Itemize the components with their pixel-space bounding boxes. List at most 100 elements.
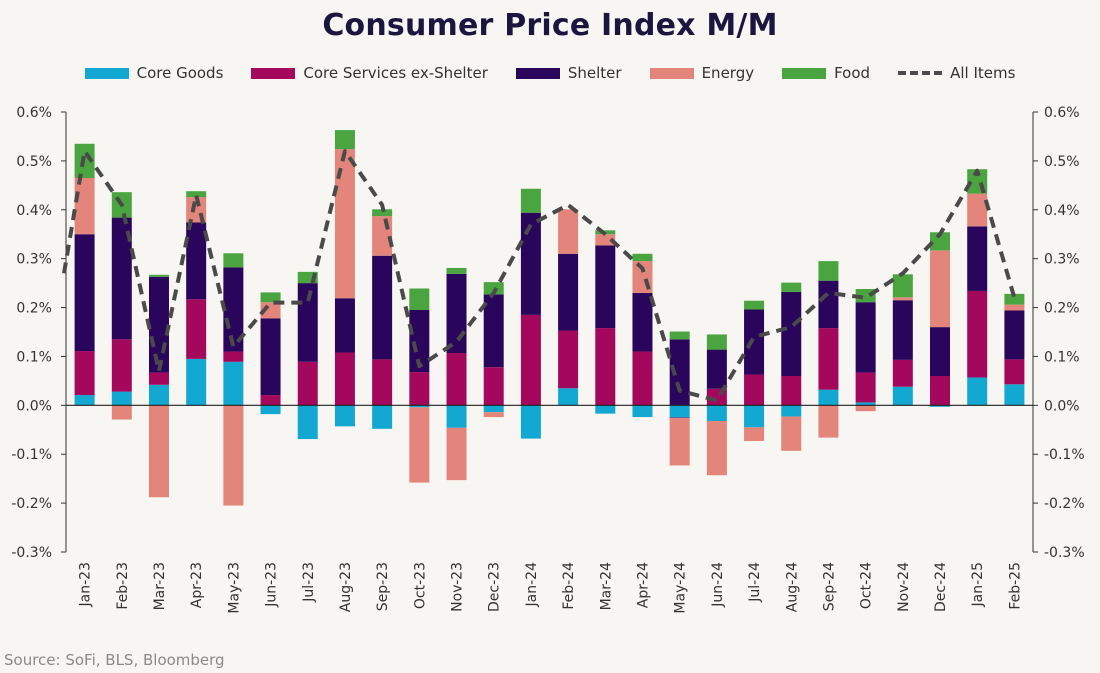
bar-core-goods: [855, 402, 876, 406]
bar-shelter: [260, 318, 281, 396]
bar-shelter: [595, 245, 616, 329]
x-tick-label: Sep-24: [821, 562, 837, 611]
bar-shelter: [967, 226, 988, 291]
bar-core-goods: [260, 405, 281, 415]
bar-shelter: [446, 273, 467, 354]
x-tick-label: Jan-24: [524, 562, 540, 608]
x-tick-label: Aug-24: [784, 562, 800, 612]
legend-swatch: [782, 67, 827, 79]
y-tick-label-right: 0.0%: [1044, 398, 1080, 414]
bar-core-goods: [186, 358, 207, 406]
bar-shelter: [483, 294, 504, 368]
bar-food: [372, 209, 393, 217]
x-tick-label: Jul-24: [747, 562, 763, 603]
bar-energy: [409, 407, 430, 483]
bar-food: [669, 331, 690, 340]
bar-shelter: [781, 291, 802, 376]
bar-shelter: [223, 267, 244, 352]
bar-core-services-ex-shelter: [855, 372, 876, 403]
y-tick-label-right: 0.6%: [1044, 105, 1080, 121]
legend-swatch: [515, 67, 560, 79]
legend-item-core-goods: Core Goods: [84, 64, 223, 82]
bar-core-services-ex-shelter: [483, 367, 504, 406]
bar-core-services-ex-shelter: [297, 361, 318, 406]
bar-shelter: [186, 222, 207, 300]
bar-food: [446, 267, 467, 274]
bar-food: [334, 130, 355, 150]
bar-shelter: [558, 253, 579, 331]
bar-food: [1004, 293, 1025, 305]
legend-label: Core Services ex-Shelter: [303, 64, 488, 82]
bar-core-services-ex-shelter: [1004, 359, 1025, 385]
bar-core-goods: [706, 405, 727, 421]
legend-label: Energy: [701, 64, 755, 82]
y-tick-label-right: -0.3%: [1044, 545, 1085, 561]
bar-core-goods: [74, 395, 95, 406]
bar-shelter: [818, 280, 839, 329]
bar-food: [260, 292, 281, 303]
bar-shelter: [930, 327, 951, 376]
bar-energy: [744, 427, 765, 442]
bar-shelter: [892, 300, 913, 360]
bar-shelter: [632, 292, 653, 352]
x-tick-label: Feb-25: [1007, 562, 1023, 610]
bar-food: [297, 271, 318, 284]
bar-energy: [558, 209, 579, 254]
x-tick-label: Feb-23: [115, 562, 131, 610]
bar-energy: [967, 193, 988, 227]
x-tick-label: Jan-23: [78, 562, 94, 607]
bar-energy: [334, 149, 355, 299]
x-tick-label: Sep-23: [375, 562, 391, 611]
x-tick-label: Apr-24: [635, 562, 651, 608]
bar-shelter: [372, 255, 393, 360]
legend-label: All Items: [950, 64, 1016, 82]
bar-core-goods: [372, 405, 393, 429]
y-tick-label-right: 0.2%: [1044, 301, 1080, 317]
bar-core-services-ex-shelter: [372, 359, 393, 406]
bar-core-services-ex-shelter: [520, 314, 541, 406]
chart-title: Consumer Price Index M/M: [322, 8, 778, 43]
bar-core-goods: [744, 405, 765, 428]
x-tick-label: Jul-23: [301, 562, 317, 603]
bar-core-goods: [334, 405, 355, 427]
bar-food: [186, 191, 207, 198]
bar-core-goods: [446, 405, 467, 428]
bar-core-goods: [1004, 384, 1025, 406]
bar-core-goods: [520, 405, 541, 439]
y-tick-label-left: 0.6%: [16, 105, 52, 121]
bar-energy: [669, 418, 690, 466]
bar-core-goods: [818, 389, 839, 406]
x-tick-label: Oct-23: [412, 562, 428, 609]
y-tick-label-right: -0.2%: [1044, 496, 1085, 512]
legend-swatch: [898, 71, 943, 75]
bar-core-services-ex-shelter: [967, 290, 988, 378]
bar-shelter: [74, 234, 95, 352]
bar-core-services-ex-shelter: [260, 395, 281, 406]
bar-core-goods: [111, 391, 132, 406]
bar-core-services-ex-shelter: [632, 351, 653, 406]
bar-food: [930, 232, 951, 251]
bar-food: [148, 274, 169, 277]
bar-shelter: [744, 309, 765, 375]
bar-energy: [74, 178, 95, 235]
bar-core-goods: [632, 405, 653, 418]
y-tick-label-left: -0.3%: [11, 545, 52, 561]
x-tick-label: May-23: [226, 562, 242, 614]
legend-swatch: [84, 67, 129, 79]
bar-food: [223, 253, 244, 268]
bar-shelter: [148, 276, 169, 373]
bar-energy: [483, 412, 504, 418]
bar-core-services-ex-shelter: [744, 374, 765, 406]
bar-core-services-ex-shelter: [74, 351, 95, 396]
bar-core-services-ex-shelter: [595, 328, 616, 406]
bar-shelter: [706, 349, 727, 389]
bar-shelter: [1004, 310, 1025, 360]
bar-core-goods: [892, 386, 913, 406]
bar-energy: [855, 405, 876, 412]
y-tick-label-left: 0.1%: [16, 349, 52, 365]
legend: Core Goods Core Services ex-Shelter Shelte…: [0, 64, 1100, 82]
legend-label: Shelter: [567, 64, 622, 82]
legend-item-shelter: Shelter: [515, 64, 622, 82]
bar-energy: [111, 405, 132, 420]
bar-shelter: [297, 283, 318, 362]
